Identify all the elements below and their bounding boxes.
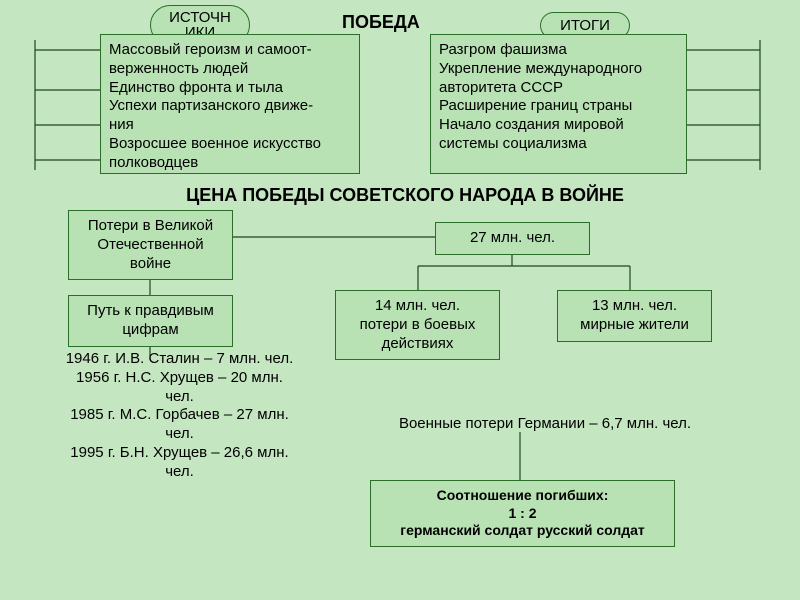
- title-main: ПОБЕДА: [342, 12, 420, 33]
- chronology-list: 1946 г. И.В. Сталин – 7 млн. чел.1956 г.…: [42, 350, 317, 481]
- box-total: 27 млн. чел.: [435, 222, 590, 255]
- box-path: Путь к правдивымцифрам: [68, 295, 233, 347]
- box-civil: 13 млн. чел.мирные жители: [557, 290, 712, 342]
- box-results: Разгром фашизмаУкрепление международного…: [430, 34, 687, 174]
- box-losses-label: Потери в ВеликойОтечественнойвойне: [68, 210, 233, 280]
- box-sources: Массовый героизм и самоот-верженность лю…: [100, 34, 360, 174]
- title-cost: ЦЕНА ПОБЕДЫ СОВЕТСКОГО НАРОДА В ВОЙНЕ: [145, 185, 665, 206]
- box-ratio: Соотношение погибших:1 : 2германский сол…: [370, 480, 675, 547]
- germany-losses: Военные потери Германии – 6,7 млн. чел.: [355, 415, 735, 434]
- box-combat: 14 млн. чел.потери в боевыхдействиях: [335, 290, 500, 360]
